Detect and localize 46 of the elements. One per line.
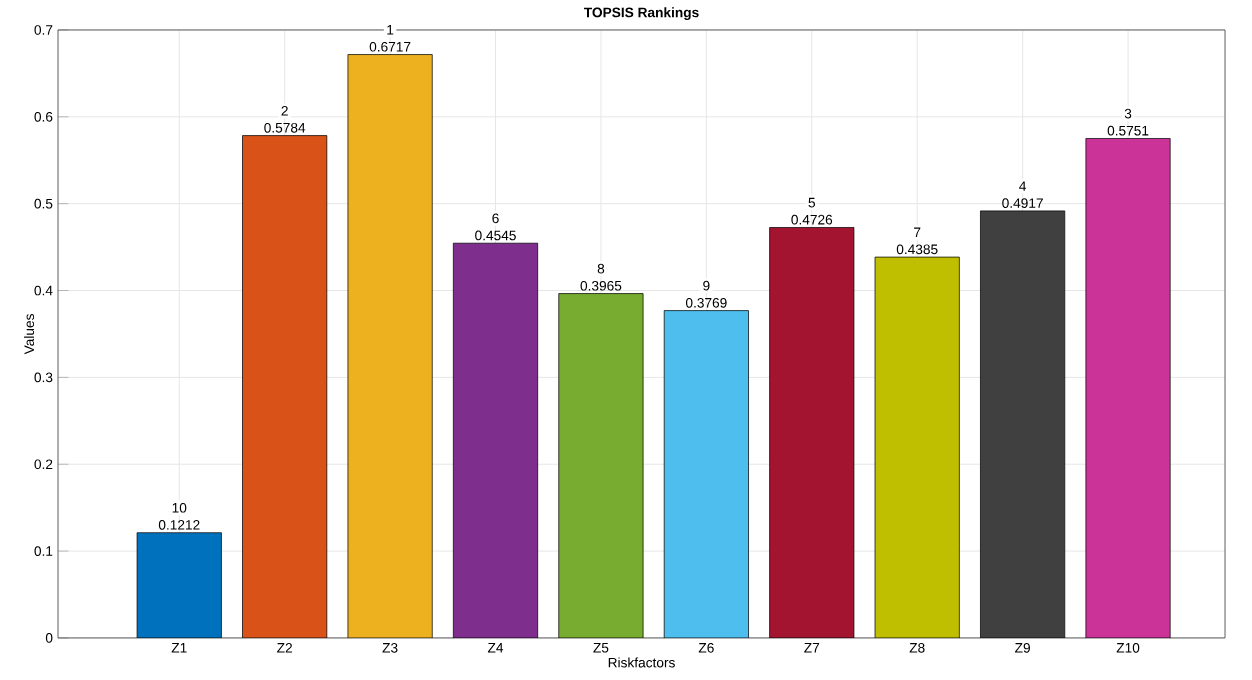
x-tick-label: Z10 — [1116, 643, 1140, 653]
x-tick-label: Z5 — [593, 643, 609, 653]
data-label: 0.4385 — [896, 244, 938, 255]
x-tick-label: Z9 — [1015, 643, 1030, 653]
bar — [347, 54, 433, 638]
annotation: 5 — [808, 197, 816, 208]
y-tick-label: 0.1 — [34, 546, 53, 556]
x-tick-label: Z7 — [804, 643, 820, 653]
annotation: 9 — [703, 280, 710, 291]
annotation: 7 — [914, 227, 921, 238]
y-axis-title: Values — [24, 314, 35, 355]
annotation: 4 — [1019, 181, 1027, 191]
data-label: 0.4726 — [791, 214, 833, 225]
y-tick-label: 0.3 — [34, 372, 53, 383]
y-tick-label: 0 — [45, 633, 53, 643]
annotation: 3 — [1124, 108, 1132, 119]
chart-title: TOPSIS Rankings — [583, 7, 699, 21]
y-tick-label: 0.4 — [34, 285, 53, 296]
annotation: 6 — [492, 213, 499, 224]
bar — [663, 310, 749, 638]
bar — [769, 227, 855, 638]
annotation: 8 — [597, 263, 605, 274]
x-axis-title: Riskfactors — [608, 657, 675, 668]
annotation: 2 — [281, 106, 288, 116]
x-tick-label: Z3 — [382, 643, 398, 653]
data-label: 0.3965 — [580, 280, 622, 291]
data-label: 0.1212 — [158, 520, 200, 530]
y-tick-label: 0.7 — [34, 25, 53, 35]
x-tick-label: Z6 — [698, 643, 714, 653]
x-tick-label: Z2 — [277, 643, 292, 653]
bar — [558, 293, 644, 638]
data-label: 0.5784 — [264, 122, 306, 133]
annotation: 10 — [172, 502, 187, 513]
bar — [242, 135, 328, 638]
data-label: 0.3769 — [685, 298, 727, 308]
data-label: 0.5751 — [1107, 125, 1149, 136]
x-tick-label: Z4 — [487, 643, 504, 653]
annotation: 1 — [387, 25, 394, 35]
x-tick-label: Z1 — [171, 643, 187, 653]
x-tick-label: Z8 — [909, 643, 925, 653]
y-tick-label: 0.2 — [34, 459, 53, 470]
y-tick-label: 0.5 — [34, 198, 53, 209]
data-label: 0.4917 — [1002, 198, 1043, 208]
data-label: 0.4545 — [475, 230, 516, 241]
y-tick-label: 0.6 — [34, 112, 53, 122]
data-label: 0.6717 — [369, 41, 411, 52]
